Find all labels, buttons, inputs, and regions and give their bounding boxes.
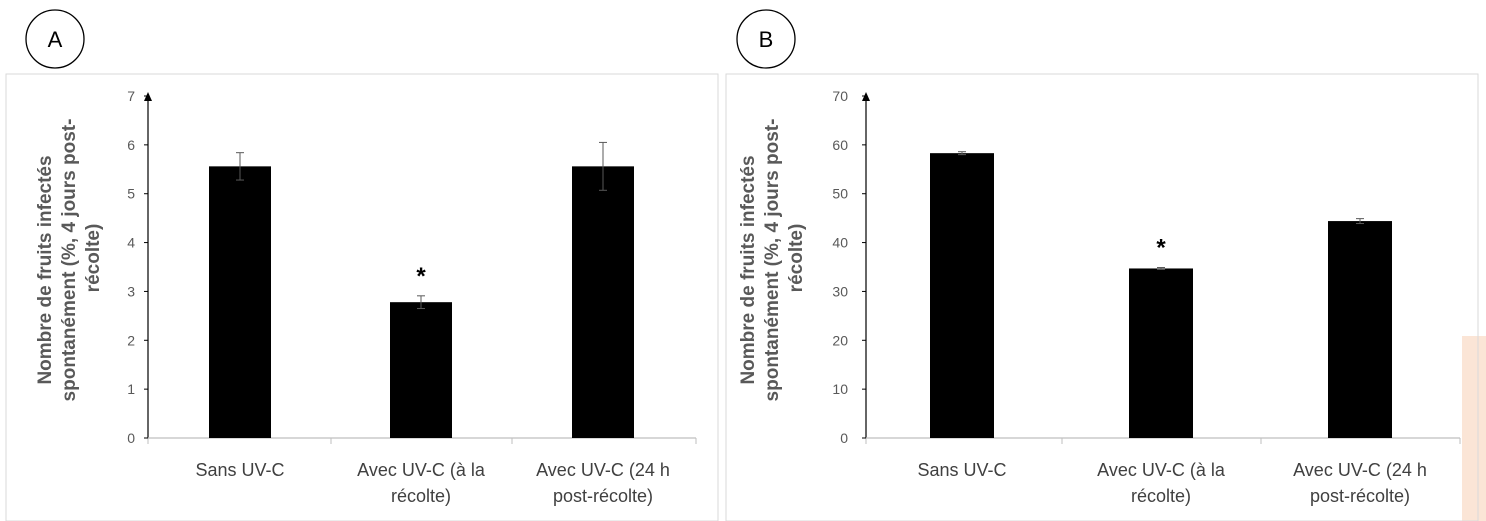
panel-b-label: B bbox=[759, 27, 774, 52]
panel-b-y-tick-label: 40 bbox=[832, 235, 848, 251]
panel-b-y-axis-title-line-3: récolte) bbox=[786, 224, 807, 293]
panel-b: B Nombre de fruits infectés spontanément… bbox=[725, 9, 1479, 521]
panel-b-bar-1 bbox=[930, 153, 994, 439]
panel-b-y-tick-label: 70 bbox=[832, 88, 848, 104]
panel-a-y-axis-title: Nombre de fruits infectés spontanément (… bbox=[35, 119, 104, 402]
panel-a-error-bar-2 bbox=[417, 295, 425, 310]
panel-b-category-label-2: Avec UV-C (à la bbox=[1097, 460, 1226, 480]
panel-b-y-tick-label: 10 bbox=[832, 381, 848, 397]
panel-b-bar-2 bbox=[1129, 268, 1193, 438]
panel-b-y-tick-label: 0 bbox=[840, 430, 848, 446]
panel-b-y-tick-label: 30 bbox=[832, 283, 848, 299]
panel-a-label: A bbox=[48, 27, 63, 52]
panel-b-category-label-3: post-récolte) bbox=[1310, 486, 1410, 506]
panel-a-y-tick-label: 1 bbox=[127, 381, 135, 397]
panel-a-category-label-1: Sans UV-C bbox=[195, 460, 284, 480]
panel-a-plot: 0 1 2 3 4 5 6 7 Sans UV-C * Avec UV-C (à la récolte… bbox=[127, 88, 697, 506]
panel-b-category-label-2: récolte) bbox=[1131, 486, 1191, 506]
panel-a: A Nombre de fruits infectés spontanément… bbox=[5, 9, 719, 521]
panel-a-y-tick-label: 6 bbox=[127, 137, 135, 153]
panel-b-label-circle bbox=[736, 9, 796, 69]
panel-a-bar-1 bbox=[209, 166, 271, 438]
panel-a-y-tick-label: 2 bbox=[127, 332, 135, 348]
panel-b-error-bar-2 bbox=[1157, 266, 1165, 270]
panel-a-category-label-2: Avec UV-C (à la bbox=[357, 460, 486, 480]
panel-a-y-tick-label: 0 bbox=[127, 430, 135, 446]
panel-b-plot: 0 10 20 30 40 50 60 70 Sans UV-C * Avec UV-C (à la… bbox=[832, 88, 1461, 506]
panel-a-error-bar-1 bbox=[236, 152, 244, 181]
panel-b-error-bar-1 bbox=[958, 151, 966, 156]
panel-b-y-axis-title: Nombre de fruits infectés spontanément (… bbox=[738, 119, 807, 402]
panel-a-y-axis-title-line-2: spontanément (%, 4 jours post- bbox=[59, 119, 80, 402]
panel-b-frame bbox=[725, 73, 1479, 521]
panel-a-y-tick-label: 7 bbox=[127, 88, 135, 104]
panel-a-y-tick-label: 4 bbox=[127, 235, 135, 251]
panel-a-y-tick-label: 5 bbox=[127, 186, 135, 202]
panel-a-significance-marker-2: * bbox=[416, 263, 426, 290]
panel-b-y-axis-title-line-1: Nombre de fruits infectés bbox=[738, 155, 759, 384]
panel-b-bar-3 bbox=[1328, 221, 1392, 438]
panel-a-y-tick-label: 3 bbox=[127, 283, 135, 299]
panel-a-category-label-2: récolte) bbox=[391, 486, 451, 506]
panel-b-error-bar-3 bbox=[1356, 218, 1364, 225]
panel-a-category-label-3: Avec UV-C (24 h bbox=[536, 460, 670, 480]
panel-a-frame bbox=[5, 73, 719, 521]
side-strip bbox=[1462, 336, 1486, 521]
panel-b-y-axis-title-line-2: spontanément (%, 4 jours post- bbox=[762, 119, 783, 402]
panel-b-significance-marker-2: * bbox=[1156, 234, 1166, 261]
panel-a-error-bar-3 bbox=[599, 141, 607, 191]
panel-a-category-label-3: post-récolte) bbox=[553, 486, 653, 506]
panel-a-bar-3 bbox=[572, 166, 634, 438]
panel-a-y-axis-title-line-1: Nombre de fruits infectés bbox=[35, 155, 56, 384]
panel-b-y-tick-label: 20 bbox=[832, 332, 848, 348]
panel-a-y-axis-title-line-3: récolte) bbox=[83, 224, 104, 293]
panel-a-bar-2 bbox=[390, 302, 452, 438]
panel-b-y-tick-label: 50 bbox=[832, 186, 848, 202]
panel-b-y-tick-label: 60 bbox=[832, 137, 848, 153]
panel-b-category-label-3: Avec UV-C (24 h bbox=[1293, 460, 1427, 480]
panel-a-label-circle bbox=[25, 9, 85, 69]
panel-b-category-label-1: Sans UV-C bbox=[917, 460, 1006, 480]
